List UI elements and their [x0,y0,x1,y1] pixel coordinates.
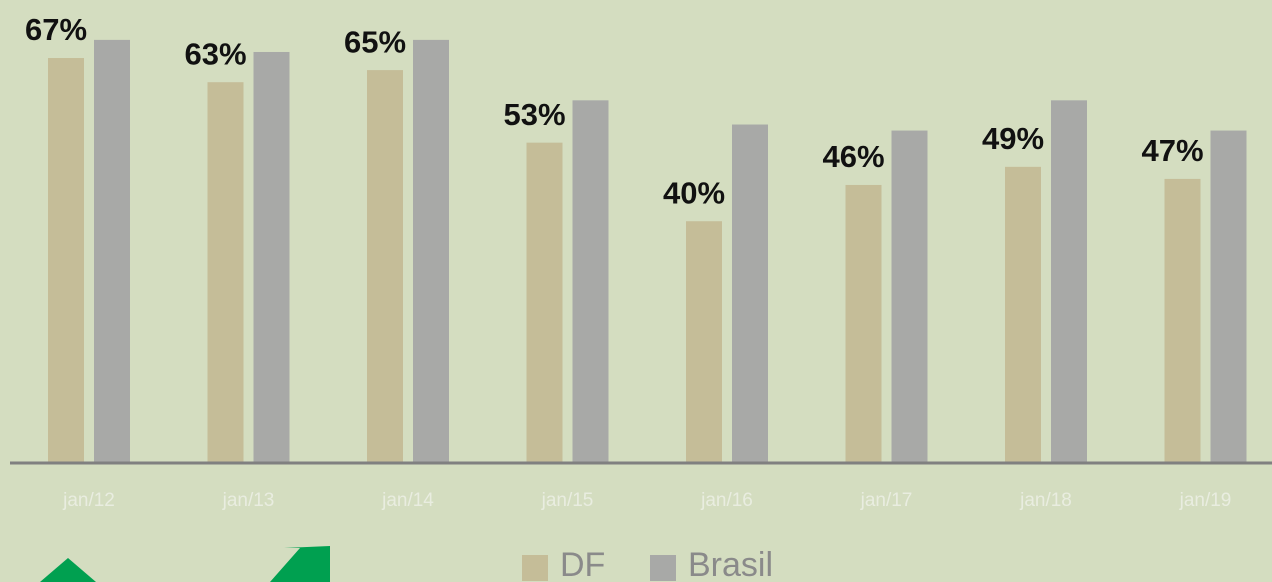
bar [413,39,449,464]
data-label: 65% [344,24,406,59]
x-tick-label: jan/12 [62,490,115,511]
bar [686,221,722,463]
bar [1005,166,1041,463]
x-tick-label: jan/13 [222,490,275,511]
bar [207,82,244,463]
bar [526,142,563,463]
legend-swatch [522,555,548,581]
bar [253,51,290,464]
data-label: 46% [822,139,884,174]
data-label: 49% [982,121,1044,156]
data-label: 47% [1141,133,1203,168]
data-label: 63% [184,36,246,71]
bar [48,58,84,463]
x-tick-label: jan/15 [541,490,594,511]
x-tick-label: jan/19 [1179,490,1232,511]
bar [1210,130,1247,463]
legend-label: DF [560,546,605,582]
bar [845,184,882,463]
x-tick-label: jan/16 [700,490,753,511]
data-label: 53% [503,97,565,132]
bar [1051,100,1087,463]
x-tick-label: jan/14 [381,490,434,511]
arrow-icon [40,558,96,582]
legend-swatch [650,555,676,581]
data-label: 67% [25,12,87,47]
bar [732,124,768,464]
bar [891,130,928,463]
x-tick-label: jan/17 [860,490,913,511]
x-tick-label: jan/18 [1019,490,1072,511]
data-label: 40% [663,175,725,210]
arrow-icon [270,546,330,582]
bar [572,100,609,463]
bar [1164,178,1201,464]
bar [367,70,403,464]
bar [94,39,130,464]
legend-label: Brasil [688,546,773,582]
